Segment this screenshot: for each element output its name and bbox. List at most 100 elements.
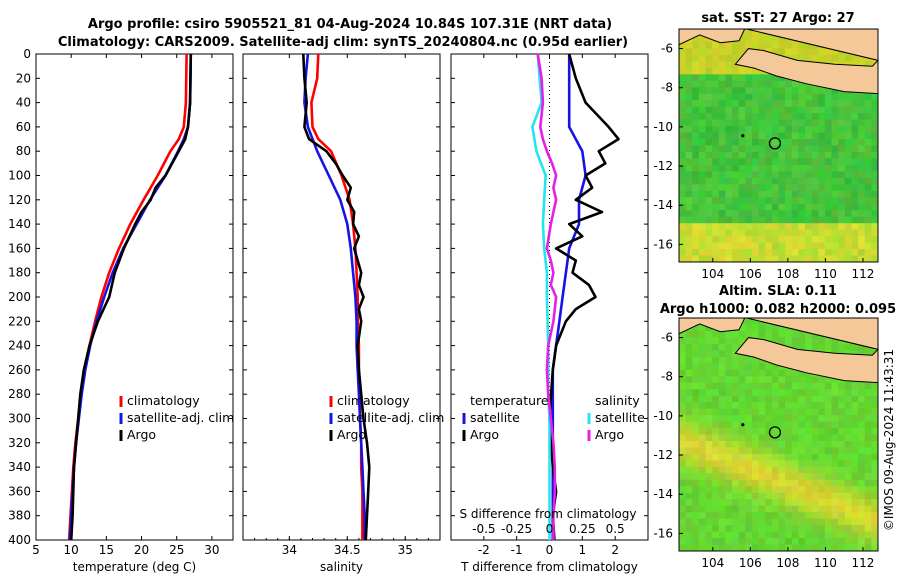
map-y-tick-label: -10 [653,409,673,423]
map-cell [765,486,773,494]
map-cell [712,350,720,358]
map-cell [778,197,786,205]
map-cell [864,152,872,159]
map-cell [725,41,733,49]
map-cell [692,544,700,552]
map-cell [831,139,839,146]
map-cell [805,164,813,172]
map-cell [758,171,766,179]
map-cell [785,421,793,429]
map-cell [844,190,852,198]
map-cell [864,518,872,526]
map-cell [718,350,726,358]
map-cell [765,236,773,244]
map-cell [745,318,753,325]
map-x-tick-label: 108 [776,556,799,570]
map-cell [785,466,793,474]
map-cell [864,61,872,69]
map-cell [718,415,726,423]
map-cell [778,216,786,224]
map-cell [851,492,859,500]
map-x-tick-label: 110 [814,556,837,570]
map-cell [718,242,726,250]
map-cell [745,415,753,423]
map-cell [778,441,786,448]
map-cell [838,499,846,507]
map-cell [698,525,706,533]
map-cell [732,236,740,244]
map-cell [838,544,846,552]
map-cell [851,152,859,159]
map-cell [752,164,760,172]
map-cell [831,164,839,172]
map-cell [778,184,786,192]
map-cell [864,223,872,231]
map-cell [778,324,786,332]
map-cell [705,197,713,205]
map-cell [838,415,846,423]
map-cell [851,255,859,263]
map-cell [685,67,693,75]
map-cell [771,453,779,461]
map-cell [824,87,832,95]
map-cell [805,48,813,56]
map-cell [745,152,753,159]
map-cell [692,61,700,69]
map-cell [765,255,773,263]
map-cell [824,415,832,423]
map-cell [838,255,846,263]
map-cell [771,512,779,520]
map-cell [771,197,779,205]
map-cell [698,48,706,56]
map-cell [752,242,760,250]
map-cell [771,337,779,345]
map-cell [732,223,740,231]
map-cell [732,421,740,429]
map-cell [758,80,766,88]
map-cell [718,447,726,455]
map-cell [858,119,866,127]
map-cell [791,164,799,172]
map-cell [679,158,687,166]
map-cell [858,486,866,494]
map-cell [785,395,793,403]
map-cell [685,113,693,121]
map-cell [758,113,766,121]
map-cell [738,113,746,121]
map-cell [679,499,687,507]
map-cell [791,100,799,108]
map-cell [811,499,819,507]
map-cell [831,54,839,62]
map-cell [752,29,760,36]
map-cell [738,48,746,56]
map-cell [692,132,700,140]
map-cell [831,415,839,423]
map-cell [732,441,740,448]
map-cell [732,255,740,263]
y-tick-label: 280 [8,387,31,401]
map-cell [785,538,793,546]
map-cell [818,499,826,507]
map-cell [831,376,839,384]
map-cell [851,505,859,513]
map-cell [818,242,826,250]
map-cell [824,249,832,257]
map-cell [692,93,700,101]
map-cell [811,337,819,345]
map-y-tick-label: -12 [653,448,673,462]
map-cell [798,421,806,429]
map-cell [718,473,726,481]
map-cell [811,421,819,429]
map-cell [679,453,687,461]
map-cell [725,236,733,244]
map-cell [732,139,740,146]
map-cell [791,152,799,159]
map-cell [858,249,866,257]
map-cell [758,236,766,244]
series-satellite-adj-clim [303,53,367,540]
map-cell [851,473,859,481]
map-cell [705,531,713,539]
map-cell [824,499,832,507]
map-cell [718,255,726,263]
map-cell [791,41,799,49]
